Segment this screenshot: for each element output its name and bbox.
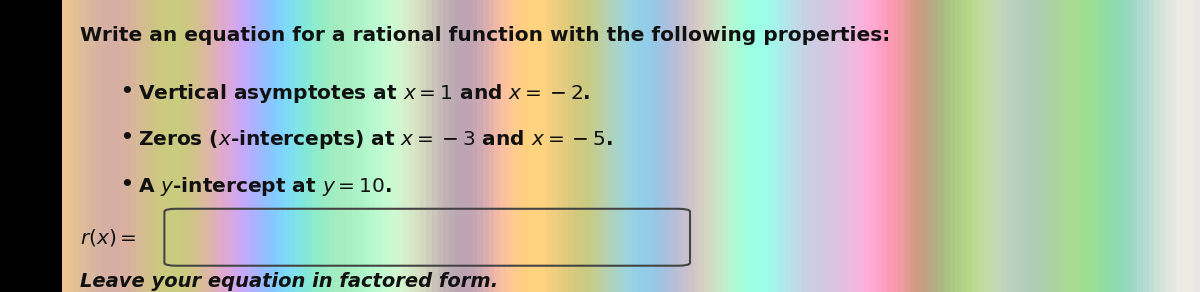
Text: Zeros ($x$-intercepts) at $x = -3$ and $x = -5$.: Zeros ($x$-intercepts) at $x = -3$ and $… — [138, 128, 613, 152]
Text: A $y$-intercept at $y = 10$.: A $y$-intercept at $y = 10$. — [138, 175, 392, 198]
Bar — [0, 0, 62, 292]
Text: Write an equation for a rational function with the following properties:: Write an equation for a rational functio… — [80, 26, 890, 45]
Text: •: • — [120, 128, 133, 147]
Text: Leave your equation in factored form.: Leave your equation in factored form. — [80, 272, 498, 291]
Text: •: • — [120, 82, 133, 101]
Text: $r(x) =$: $r(x) =$ — [80, 227, 137, 248]
Text: •: • — [120, 175, 133, 194]
Text: Vertical asymptotes at $x = 1$ and $x = -2$.: Vertical asymptotes at $x = 1$ and $x = … — [138, 82, 590, 105]
